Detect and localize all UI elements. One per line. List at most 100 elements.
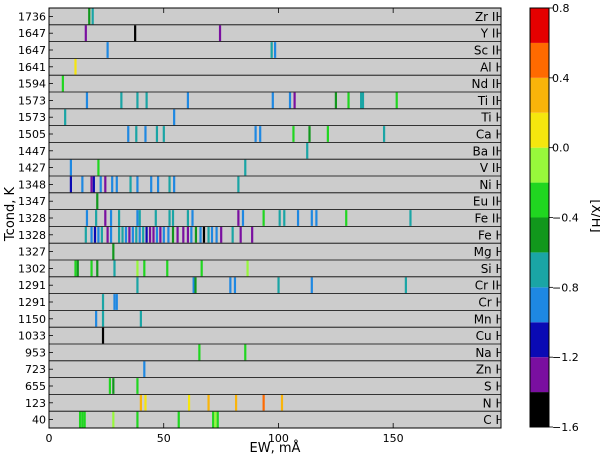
colorbar-tick-label: −0.4 xyxy=(552,212,579,225)
line-mark xyxy=(145,92,148,109)
row-background xyxy=(49,58,501,76)
colorbar-tick-label: −1.6 xyxy=(552,421,579,434)
line-mark xyxy=(326,126,329,142)
line-mark xyxy=(117,210,121,226)
x-tick-label: 0 xyxy=(46,432,53,445)
line-mark xyxy=(187,394,191,411)
x-tick-label: 150 xyxy=(383,432,404,445)
line-mark xyxy=(229,277,232,294)
plot-frame xyxy=(48,7,502,429)
species-label: Mg I xyxy=(474,245,499,259)
colorbar-segment xyxy=(530,322,549,358)
line-mark xyxy=(109,226,113,243)
colorbar-segment xyxy=(530,147,549,183)
y-tick-label: 1573 xyxy=(18,111,46,124)
line-mark xyxy=(293,92,296,109)
line-mark xyxy=(306,142,309,159)
line-mark xyxy=(274,42,277,58)
line-mark xyxy=(90,260,93,277)
line-mark xyxy=(214,411,217,428)
line-mark xyxy=(111,176,114,193)
line-mark xyxy=(404,277,407,294)
line-mark xyxy=(100,226,103,243)
line-mark xyxy=(156,176,160,193)
line-mark xyxy=(262,394,265,411)
species-label: Zn I xyxy=(476,363,499,377)
line-mark xyxy=(136,277,139,294)
row-background xyxy=(49,310,501,328)
y-tick-label: 1302 xyxy=(18,262,46,275)
line-mark xyxy=(334,92,338,109)
species-label: Y II xyxy=(480,27,499,41)
line-mark xyxy=(104,176,107,193)
line-mark xyxy=(155,126,159,142)
y-tick-label: 1291 xyxy=(18,296,46,309)
y-tick-label: 1573 xyxy=(18,94,46,107)
species-label: Cr I xyxy=(478,296,499,310)
row-background xyxy=(49,276,501,294)
colorbar: 0.8 0.4 0.0 −0.4 −0.8 −1.2 −1.6 xyxy=(529,2,579,434)
line-mark xyxy=(96,193,99,210)
line-mark xyxy=(109,210,113,226)
line-mark xyxy=(129,176,132,193)
species-label: Sc II xyxy=(474,44,499,58)
row-background xyxy=(49,377,501,395)
line-mark xyxy=(74,260,77,277)
line-mark xyxy=(310,277,313,294)
row-background xyxy=(49,209,501,227)
colorbar-tick-label: −1.2 xyxy=(552,351,579,364)
line-mark xyxy=(76,260,79,277)
colorbar-segment xyxy=(530,252,549,288)
line-mark xyxy=(136,92,139,109)
line-mark xyxy=(92,176,95,193)
line-mark xyxy=(112,378,115,394)
line-mark xyxy=(139,394,142,411)
plot-area: 1736 Zr II 1647 Y II 1647 Sc II 1641 Al I 1594 Nd… xyxy=(18,7,502,445)
y-tick-label: 655 xyxy=(25,380,46,393)
line-mark xyxy=(296,210,300,226)
line-mark xyxy=(231,226,234,243)
y-axis-title: Tcond, K xyxy=(3,186,18,242)
line-mark xyxy=(167,226,170,243)
colorbar-segment xyxy=(530,357,549,393)
row-background xyxy=(49,159,501,176)
line-mark xyxy=(200,260,203,277)
line-mark xyxy=(171,210,175,226)
line-mark xyxy=(270,42,273,58)
colorbar-segment xyxy=(530,8,549,43)
line-mark xyxy=(81,176,84,193)
line-mark xyxy=(360,92,363,109)
row-background xyxy=(49,192,501,210)
line-mark xyxy=(117,226,121,243)
line-mark xyxy=(215,226,218,243)
y-tick-label: 1594 xyxy=(18,78,46,91)
row-background xyxy=(49,108,501,126)
row-background xyxy=(49,125,501,143)
y-tick-label: 1348 xyxy=(18,178,46,191)
line-mark xyxy=(99,176,102,193)
line-mark xyxy=(168,176,171,193)
line-mark xyxy=(155,226,159,243)
line-mark xyxy=(120,92,123,109)
line-mark xyxy=(207,226,210,243)
y-tick-label: 1150 xyxy=(18,313,46,326)
species-label: Zr II xyxy=(475,10,499,24)
line-mark xyxy=(244,159,247,176)
line-mark xyxy=(84,226,87,243)
x-tick-label: 50 xyxy=(157,432,171,445)
line-mark xyxy=(171,226,175,243)
line-mark xyxy=(280,394,284,411)
y-tick-label: 1736 xyxy=(18,10,46,23)
species-label: N I xyxy=(483,396,499,410)
line-mark xyxy=(112,411,115,428)
y-tick-label: 1505 xyxy=(18,128,46,141)
colorbar-segment xyxy=(530,77,549,113)
line-mark xyxy=(191,210,194,226)
species-label: Ni I xyxy=(479,178,499,192)
line-mark xyxy=(241,210,245,226)
y-tick-label: 40 xyxy=(32,414,46,427)
colorbar-tick-label: −0.8 xyxy=(552,281,579,294)
line-mark xyxy=(143,260,146,277)
line-mark xyxy=(168,210,171,226)
